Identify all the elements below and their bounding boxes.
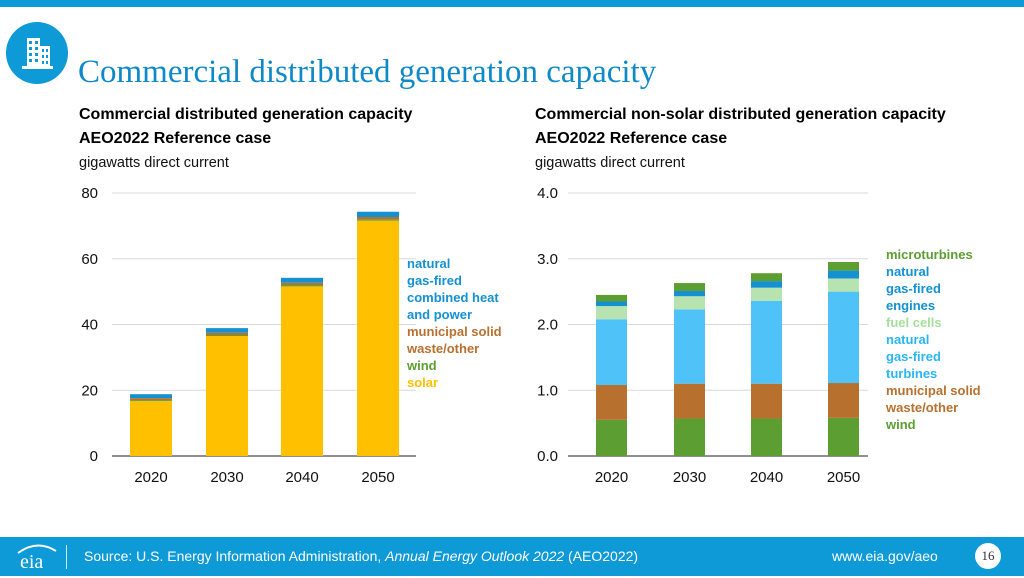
right-y-tick-label: 2.0 — [537, 317, 558, 334]
right-bar-natural-gas-fired-turbines-2040 — [751, 300, 782, 384]
page-number: 16 — [975, 543, 1001, 569]
slide-title: Commercial distributed generation capaci… — [78, 54, 657, 90]
right-bar-municipal-solid-waste-other-2050 — [828, 383, 859, 418]
right-bar-municipal-solid-waste-other-2020 — [596, 384, 627, 420]
right-stacked-bar-chart: 0.0 1.0 2.0 3.0 4.0 2020 2030 2040 2050 microturb… — [537, 185, 981, 486]
right-bar-natural-gas-fired-engines-2040 — [751, 281, 782, 288]
left-y-tick-label: 40 — [81, 317, 98, 334]
right-bar-wind-2040 — [751, 418, 782, 456]
right-legend-natural-gas-fired-turbines: natural gas-fired turbines — [886, 332, 941, 381]
left-x-tick-label: 2040 — [285, 469, 318, 486]
left-y-tick-label: 0 — [90, 448, 98, 465]
right-chart-units: gigawatts direct current — [535, 155, 685, 171]
right-x-tick-label: 2030 — [673, 469, 706, 486]
left-chart-subtitle: AEO2022 Reference case — [79, 130, 272, 147]
right-legend-microturbines: microturbines — [886, 247, 973, 262]
right-x-tick-label: 2040 — [750, 469, 783, 486]
right-bar-microturbines-2030 — [674, 283, 705, 291]
top-accent-bar — [0, 0, 1024, 7]
right-y-tick-label: 3.0 — [537, 251, 558, 268]
left-x-tick-label: 2030 — [210, 469, 243, 486]
svg-text:eia: eia — [20, 551, 43, 573]
left-chart-title: Commercial distributed generation capaci… — [79, 106, 413, 123]
left-x-tick-label: 2020 — [134, 469, 167, 486]
right-bar-wind-2030 — [674, 418, 705, 456]
website-link[interactable]: www.eia.gov/aeo — [832, 548, 938, 564]
source-note: Source: U.S. Energy Information Administ… — [84, 548, 639, 564]
left-bar-municipal-solid-waste-other-2050 — [357, 216, 399, 220]
left-bar-solar-2050 — [357, 220, 399, 456]
right-y-tick-label: 4.0 — [537, 185, 558, 202]
right-bar-microturbines-2050 — [828, 262, 859, 271]
left-bar-solar-2030 — [206, 336, 248, 456]
right-bar-wind-2020 — [596, 419, 627, 456]
right-legend-wind: wind — [885, 417, 916, 432]
left-legend-natural-gas-fired-combined-heat-and-power: natural gas-fired combined heat and power — [407, 256, 499, 322]
left-bar-natural-gas-fired-combined-heat-and-power-2040 — [281, 277, 323, 283]
right-bar-natural-gas-fired-engines-2020 — [596, 301, 627, 307]
left-legend-solar: solar — [407, 375, 438, 390]
right-chart-subtitle: AEO2022 Reference case — [535, 130, 728, 147]
right-legend-fuel-cells: fuel cells — [886, 315, 942, 330]
right-y-tick-label: 0.0 — [537, 448, 558, 465]
left-y-tick-label: 60 — [81, 251, 98, 268]
right-bar-fuel-cells-2030 — [674, 296, 705, 310]
left-y-tick-label: 80 — [81, 185, 98, 202]
right-legend-natural-gas-fired-engines: natural gas-fired engines — [886, 264, 941, 313]
right-bar-natural-gas-fired-turbines-2050 — [828, 291, 859, 384]
left-chart-units: gigawatts direct current — [79, 155, 229, 171]
right-bar-wind-2050 — [828, 417, 859, 456]
right-x-tick-label: 2020 — [595, 469, 628, 486]
left-bar-natural-gas-fired-combined-heat-and-power-2050 — [357, 211, 399, 217]
left-bar-wind-2050 — [357, 219, 399, 221]
right-bar-fuel-cells-2020 — [596, 306, 627, 320]
right-bar-fuel-cells-2050 — [828, 278, 859, 292]
left-bar-solar-2020 — [130, 401, 172, 456]
right-bar-natural-gas-fired-turbines-2020 — [596, 319, 627, 385]
left-bar-wind-2020 — [130, 400, 172, 402]
right-bar-municipal-solid-waste-other-2040 — [751, 383, 782, 419]
left-x-tick-label: 2050 — [361, 469, 394, 486]
right-y-tick-label: 1.0 — [537, 382, 558, 399]
right-bar-microturbines-2020 — [596, 294, 627, 302]
left-bar-municipal-solid-waste-other-2040 — [281, 282, 323, 286]
left-bar-natural-gas-fired-combined-heat-and-power-2030 — [206, 328, 248, 333]
right-bar-fuel-cells-2040 — [751, 287, 782, 301]
left-legend-wind: wind — [406, 358, 437, 373]
right-x-tick-label: 2050 — [827, 469, 860, 486]
left-bar-municipal-solid-waste-other-2030 — [206, 332, 248, 336]
eia-logo-icon: eia — [14, 541, 60, 578]
right-bar-municipal-solid-waste-other-2030 — [674, 383, 705, 419]
footer-bar: eia Source: U.S. Energy Information Admi… — [0, 537, 1024, 576]
left-bar-municipal-solid-waste-other-2020 — [130, 398, 172, 401]
building-icon — [6, 22, 68, 84]
footer-divider — [66, 545, 67, 569]
left-legend-municipal-solid-waste-other: municipal solid waste/other — [406, 324, 502, 356]
left-bar-solar-2040 — [281, 286, 323, 456]
right-chart-title: Commercial non-solar distributed generat… — [535, 106, 946, 123]
right-legend-municipal-solid-waste-other: municipal solid waste/other — [885, 383, 981, 415]
right-bar-microturbines-2040 — [751, 273, 782, 282]
left-y-tick-label: 20 — [81, 382, 98, 399]
left-bar-natural-gas-fired-combined-heat-and-power-2020 — [130, 394, 172, 399]
left-bar-wind-2030 — [206, 335, 248, 337]
left-bar-wind-2040 — [281, 285, 323, 287]
right-bar-natural-gas-fired-turbines-2030 — [674, 309, 705, 384]
right-bar-natural-gas-fired-engines-2050 — [828, 270, 859, 279]
right-bar-natural-gas-fired-engines-2030 — [674, 290, 705, 297]
